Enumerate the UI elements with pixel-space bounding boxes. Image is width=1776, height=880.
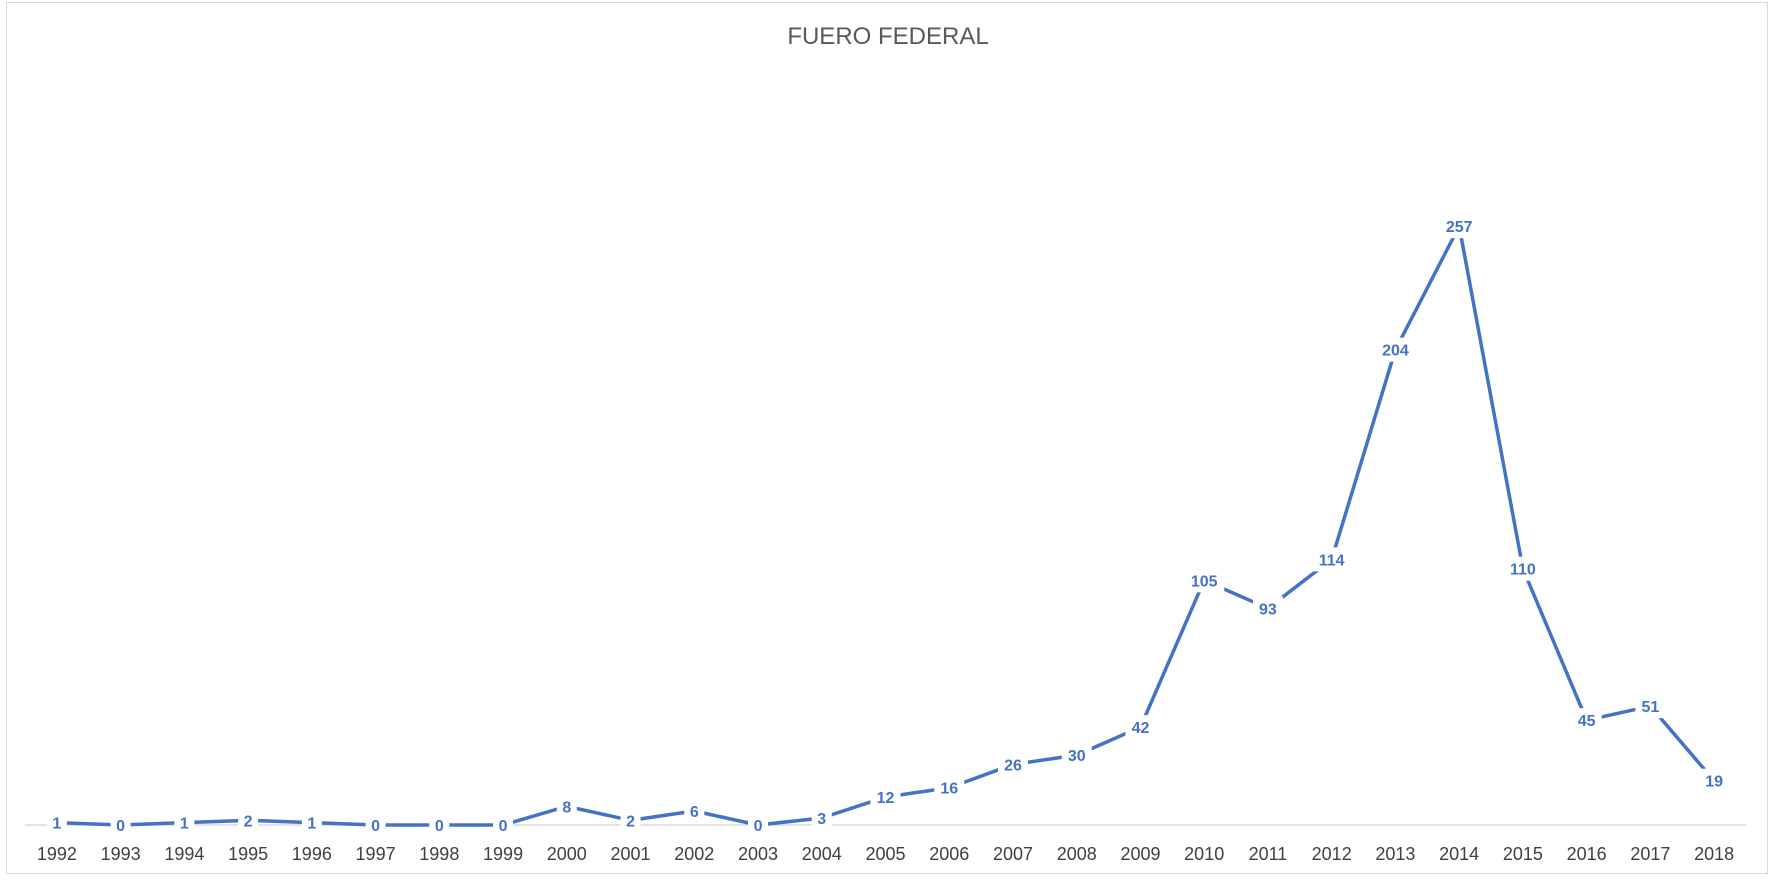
data-label-background-2003 — [748, 813, 769, 837]
data-label-1994: 1 — [180, 816, 189, 833]
data-label-background-2014 — [1439, 214, 1480, 239]
data-label-2017: 51 — [1641, 699, 1659, 716]
data-label-1998: 0 — [435, 818, 444, 835]
x-tick-label-2012: 2012 — [1312, 844, 1352, 864]
data-label-2014: 257 — [1446, 219, 1473, 236]
x-tick-label-2017: 2017 — [1630, 844, 1670, 864]
data-label-2011: 93 — [1259, 601, 1277, 618]
data-label-background-2004 — [811, 806, 832, 831]
data-label-2006: 16 — [940, 781, 958, 798]
x-tick-label-2018: 2018 — [1694, 844, 1734, 864]
data-label-background-2013 — [1375, 337, 1416, 362]
x-tick-label-2014: 2014 — [1439, 844, 1479, 864]
data-label-background-1998 — [429, 813, 450, 837]
x-tick-label-2006: 2006 — [929, 844, 969, 864]
data-label-1997: 0 — [371, 818, 380, 835]
data-label-background-2002 — [684, 799, 705, 824]
x-tick-label-2005: 2005 — [865, 844, 905, 864]
data-label-background-2005 — [870, 785, 901, 810]
data-label-background-2010 — [1184, 568, 1225, 593]
data-label-2015: 110 — [1510, 562, 1536, 579]
data-label-background-1992 — [46, 810, 67, 835]
x-tick-label-1998: 1998 — [419, 844, 459, 864]
data-label-background-1999 — [493, 813, 514, 837]
chart-area[interactable] — [6, 2, 1768, 874]
data-label-background-2008 — [1061, 743, 1092, 768]
x-tick-label-1999: 1999 — [483, 844, 523, 864]
data-label-background-2011 — [1252, 596, 1283, 621]
data-label-2007: 26 — [1004, 757, 1022, 774]
x-tick-label-1995: 1995 — [228, 844, 268, 864]
data-label-background-1995 — [238, 808, 259, 833]
data-label-background-2018 — [1699, 768, 1730, 793]
data-label-background-1997 — [365, 813, 386, 837]
data-label-1995: 2 — [244, 813, 253, 830]
chart-title: FUERO FEDERAL — [787, 23, 988, 50]
data-label-2013: 204 — [1382, 343, 1409, 360]
data-label-1992: 1 — [52, 816, 61, 833]
data-label-2009: 42 — [1132, 720, 1150, 737]
data-label-background-2001 — [620, 808, 641, 833]
data-label-2003: 0 — [754, 818, 763, 835]
data-label-background-2009 — [1125, 715, 1156, 740]
x-tick-label-2002: 2002 — [674, 844, 714, 864]
x-tick-label-1996: 1996 — [292, 844, 332, 864]
x-tick-label-2013: 2013 — [1375, 844, 1415, 864]
data-label-background-1994 — [174, 810, 195, 835]
data-label-2005: 12 — [877, 790, 895, 807]
data-label-2000: 8 — [562, 799, 571, 816]
data-label-2008: 30 — [1068, 748, 1086, 765]
data-label-2004: 3 — [817, 811, 826, 828]
series-line — [56, 224, 1716, 827]
data-label-2018: 19 — [1705, 774, 1723, 791]
x-tick-label-2007: 2007 — [993, 844, 1033, 864]
x-tick-label-1994: 1994 — [164, 844, 204, 864]
data-label-2016: 45 — [1578, 713, 1596, 730]
x-tick-label-2000: 2000 — [547, 844, 587, 864]
x-tick-label-2004: 2004 — [802, 844, 842, 864]
x-tick-label-2010: 2010 — [1184, 844, 1224, 864]
data-label-background-2006 — [934, 775, 965, 800]
data-label-1999: 0 — [499, 818, 508, 835]
x-tick-label-2016: 2016 — [1567, 844, 1607, 864]
data-label-background-2007 — [997, 752, 1028, 777]
x-axis-tick-labels: 1992 1993 1994 1995 1996 1997 1998 1999 2000 2001… — [37, 844, 1734, 864]
data-label-background-2017 — [1635, 694, 1666, 719]
x-tick-label-1993: 1993 — [101, 844, 141, 864]
data-label-1996: 1 — [307, 816, 316, 833]
data-label-background-2016 — [1571, 708, 1602, 733]
x-tick-label-1997: 1997 — [356, 844, 396, 864]
data-label-2012: 114 — [1319, 552, 1345, 569]
x-tick-label-2015: 2015 — [1503, 844, 1543, 864]
data-label-background-2000 — [556, 794, 577, 819]
data-label-background-1996 — [301, 810, 322, 835]
x-tick-label-2001: 2001 — [611, 844, 651, 864]
data-label-background-2012 — [1311, 547, 1352, 572]
x-tick-label-2008: 2008 — [1057, 844, 1097, 864]
data-label-2010: 105 — [1191, 573, 1218, 590]
data-label-2001: 2 — [626, 813, 635, 830]
data-label-background-1993 — [110, 813, 131, 837]
x-tick-label-1992: 1992 — [37, 844, 77, 864]
data-label-1993: 0 — [116, 818, 125, 835]
x-tick-label-2003: 2003 — [738, 844, 778, 864]
data-label-2002: 6 — [690, 804, 699, 821]
data-label-background-2015 — [1502, 556, 1543, 581]
x-tick-label-2011: 2011 — [1249, 844, 1288, 864]
x-tick-label-2009: 2009 — [1120, 844, 1160, 864]
